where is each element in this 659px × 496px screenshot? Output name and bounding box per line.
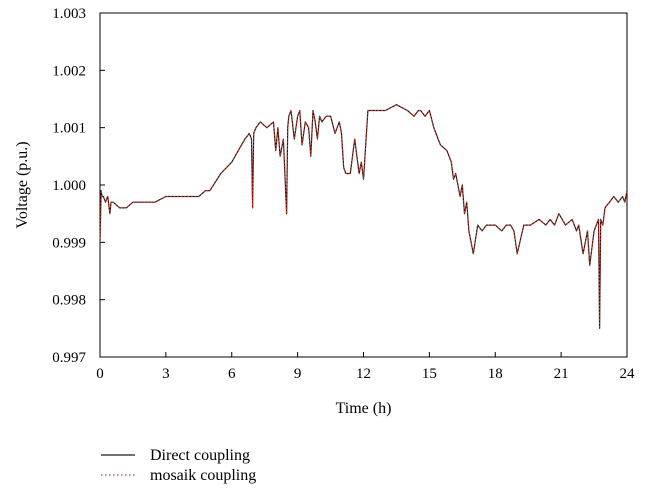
plot-frame	[99, 12, 628, 358]
axis-ticks: 0 3 6 9 12 15 18 21 24 0.997 0.998 0.999 1.000 1.001 1…	[52, 6, 635, 382]
y-tick-label: 1.001	[52, 121, 86, 137]
y-tick-label: 0.999	[52, 235, 86, 251]
y-tick-label: 1.003	[52, 6, 86, 22]
y-tick-label: 1.000	[52, 178, 86, 194]
x-tick-label: 24	[620, 366, 636, 382]
legend-label: Direct coupling	[150, 447, 250, 464]
x-tick-label: 18	[488, 366, 503, 382]
x-tick-label: 6	[228, 366, 236, 382]
plot-area: 0 3 6 9 12 15 18 21 24 0.997 0.998 0.999 1.000 1.001 1…	[52, 6, 635, 382]
x-axis-title: Time (h)	[336, 400, 392, 417]
y-tick-label: 0.997	[52, 350, 86, 366]
x-tick-label: 12	[356, 366, 371, 382]
series-line-direct-coupling	[99, 104, 628, 329]
y-tick-label: 1.002	[52, 63, 86, 79]
x-tick-label: 21	[554, 366, 569, 382]
y-tick-label: 0.998	[52, 293, 86, 309]
series-line-mosaik-coupling	[99, 104, 628, 329]
x-tick-label: 0	[96, 366, 104, 382]
x-tick-label: 3	[162, 366, 170, 382]
y-axis-title: Voltage (p.u.)	[14, 141, 31, 228]
legend-label: mosaik coupling	[150, 467, 256, 484]
series-layer	[99, 104, 628, 329]
legend: Direct coupling mosaik coupling	[101, 447, 256, 484]
x-tick-label: 9	[294, 366, 302, 382]
x-tick-label: 15	[422, 366, 437, 382]
